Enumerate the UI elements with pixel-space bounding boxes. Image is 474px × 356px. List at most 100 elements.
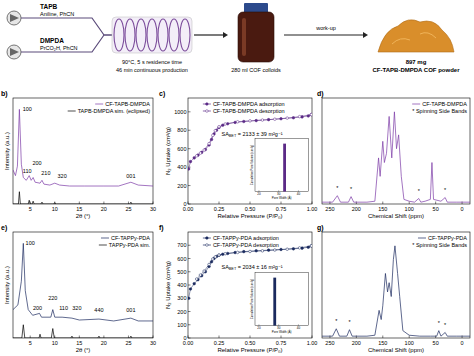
data-group — [13, 243, 153, 338]
y-tick — [188, 298, 191, 299]
marker — [218, 126, 221, 129]
x-tick-label: 20 — [257, 326, 261, 330]
bottle-shine — [242, 18, 246, 56]
coil — [114, 19, 124, 51]
marker — [188, 168, 190, 171]
legend-label: CF-TAPPy-PDA — [111, 235, 150, 241]
solvent: Aniline, PhCN — [40, 11, 74, 17]
y-tick — [188, 185, 191, 186]
figure: TAPBAniline, PhCNDMPDAPrCO₂H, PhCN90°C, … — [0, 0, 474, 356]
marker — [255, 250, 258, 253]
x-tick-label: 0.75 — [276, 340, 287, 346]
annotation: 200 — [32, 160, 41, 166]
y-axis-label: N₂ Uptake (cm³/g) — [165, 127, 171, 175]
tube — [21, 35, 112, 52]
annotation-part: = 2034 ± 16 m²g⁻¹ — [236, 264, 283, 270]
marker — [286, 117, 289, 120]
x-tick — [250, 336, 251, 339]
x-tick-label: 250 — [325, 340, 334, 346]
x-tick-label: 20 — [101, 206, 107, 212]
marker — [203, 270, 206, 273]
marker — [214, 129, 217, 132]
marker — [218, 254, 221, 257]
panel: e)510152025302θ (°)Intensity (a.u.)10020… — [1, 224, 156, 353]
product-name: CF-TAPB-DMPDA COF powder — [373, 67, 461, 73]
coil — [158, 19, 168, 51]
annotation: SABET = 2034 ± 16 m²g⁻¹ — [221, 264, 282, 271]
legend-swatch — [99, 245, 107, 246]
x-tick — [153, 336, 154, 339]
annotation: * — [336, 185, 339, 191]
series-line — [197, 246, 312, 279]
pump-icon — [10, 14, 19, 22]
plot-frame — [13, 232, 153, 338]
marker — [298, 247, 301, 250]
x-tick — [409, 202, 410, 205]
y-tick-label: 0 — [183, 201, 186, 207]
inset-frame — [255, 272, 308, 325]
marker — [195, 155, 198, 158]
marker — [188, 297, 190, 300]
legend-marker — [206, 110, 209, 113]
inset: 203040Pore Width (Å)Cumulative Pore Volu… — [251, 272, 309, 333]
legend-label: TAPPy-PDA sim. — [109, 242, 151, 248]
x-tick-label: 20 — [101, 340, 107, 346]
x-tick-label: 15 — [76, 206, 82, 212]
x-tick — [281, 336, 282, 339]
panel: b)510152025302θ (°)Intensity (a.u.)10011… — [1, 90, 156, 219]
x-tick — [250, 202, 251, 205]
x-tick-label: 25 — [125, 206, 131, 212]
y-axis-label: Cumulative Pore Volume (cm³/g) — [251, 279, 255, 319]
x-axis-label: Pore Width (Å) — [272, 195, 292, 200]
annotation: 100 — [26, 240, 35, 246]
x-tick — [435, 202, 436, 205]
x-tick — [409, 336, 410, 339]
legend-label: CF-TAPPy-PDA adsorption — [213, 235, 279, 241]
marker — [236, 120, 239, 123]
coil — [169, 19, 179, 51]
reagent: DMPDA — [40, 37, 64, 44]
x-tick — [30, 336, 31, 339]
x-tick — [382, 336, 383, 339]
panel-label: b) — [1, 90, 8, 98]
reactor — [112, 17, 192, 53]
panel-label: d) — [317, 90, 324, 98]
legend-label: CF-TAPPy-PDA desorption — [213, 242, 279, 248]
inset-frame — [255, 138, 308, 191]
legend-swatch — [418, 238, 426, 239]
panel: c)0.000.250.500.751.0002004006008001000R… — [159, 90, 317, 219]
marker — [249, 120, 252, 123]
x-tick — [382, 202, 383, 205]
y-tick-label: 600 — [177, 256, 186, 262]
marker — [203, 149, 206, 152]
x-tick-label: 0.50 — [245, 206, 256, 212]
x-tick — [188, 336, 189, 339]
condition: 90°C, 5 s residence time — [122, 59, 182, 65]
condition: 46 min continuous production — [116, 67, 188, 73]
arrow — [194, 34, 224, 35]
marker — [261, 119, 264, 122]
y-tick-label: 1000 — [174, 109, 186, 115]
inset-data — [273, 278, 276, 326]
plot-frame — [322, 98, 470, 204]
reagent: TAPB — [40, 3, 58, 10]
bottle — [238, 12, 274, 62]
marker — [236, 251, 239, 254]
x-tick-label: 20 — [257, 192, 261, 196]
x-axis-label: Relative Pressure (P/P₀) — [217, 213, 282, 219]
x-tick-label: 0.25 — [214, 340, 225, 346]
x-tick — [188, 202, 189, 205]
coil — [125, 19, 135, 51]
legend-swatch — [203, 111, 211, 112]
x-tick-label: 5 — [29, 206, 32, 212]
x-tick — [281, 202, 282, 205]
annotation: * — [444, 187, 447, 193]
x-tick-label: 150 — [378, 340, 387, 346]
legend-marker — [206, 237, 209, 240]
y-tick-label: 700 — [177, 242, 186, 248]
pump — [7, 11, 21, 25]
y-tick — [188, 271, 191, 272]
marker — [261, 250, 264, 253]
x-tick — [219, 202, 220, 205]
marker — [274, 249, 277, 252]
